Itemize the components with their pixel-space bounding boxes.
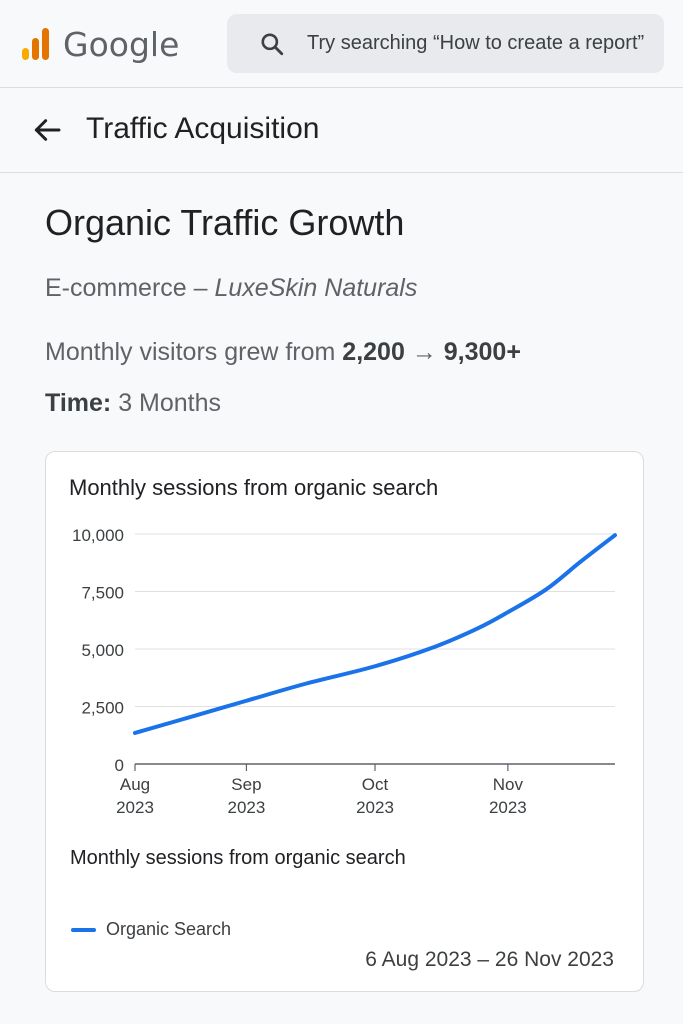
search-bar[interactable]: Try searching “How to create a report” [227,14,664,73]
search-icon [261,32,284,55]
time-summary: Time: 3 Months [45,389,221,418]
subtitle-brand: LuxeSkin Naturals [214,274,418,302]
arrow-back-icon[interactable] [31,114,63,146]
time-value: 3 Months [118,389,222,417]
time-label: Time: [45,389,112,417]
x-tick-label: 2023 [116,798,154,817]
logo-bar-tall [42,28,49,60]
y-tick-label: 0 [115,756,124,775]
x-tick-label: 2023 [228,798,266,817]
series-line-organic-search [133,533,617,735]
legend-item-organic-search[interactable]: Organic Search [71,919,231,940]
legend-label: Organic Search [106,919,232,939]
x-tick-label: Sep [231,775,261,794]
x-tick-label: Aug [120,775,150,794]
subtitle-prefix: E-commerce – [45,274,215,302]
date-range[interactable]: 6 Aug 2023 – 26 Nov 2023 [365,948,614,971]
growth-arrow: → [411,338,437,366]
y-tick-label: 7,500 [81,584,124,603]
growth-from: 2,200 [342,338,405,366]
brand-name: Google [63,24,180,64]
analytics-logo-icon [22,28,49,60]
page-title: Traffic Acquisition [86,112,320,145]
logo-bar-short [22,48,29,60]
growth-to: 9,300+ [443,338,521,366]
x-tick-label: Oct [362,775,389,794]
y-tick-label: 10,000 [72,526,124,545]
growth-summary: Monthly visitors grew from 2,200 → 9,300… [45,338,521,367]
x-tick-label: Nov [493,775,524,794]
legend-title: Monthly sessions from organic search [70,847,406,869]
logo-bar-medium [32,38,39,60]
x-tick-label: 2023 [489,798,527,817]
google-analytics-logo[interactable]: Google [22,24,180,64]
chart-title: Monthly sessions from organic search [69,475,439,500]
chart-card: Monthly sessions from organic search 0 2,… [45,451,644,992]
top-bar: Google Try searching “How to create a re… [0,0,683,88]
report-heading: Organic Traffic Growth [45,202,405,243]
y-tick-label: 5,000 [81,641,124,660]
growth-prefix: Monthly visitors grew from [45,338,343,366]
line-chart[interactable]: 0 2,500 5,000 7,500 10,000 Aug 2023 Sep 2023 Oct 2… [46,452,645,832]
search-placeholder: Try searching “How to create a report” [307,32,645,54]
report-subtitle: E-commerce – LuxeSkin Naturals [45,274,417,303]
page-header: Traffic Acquisition [0,88,683,173]
y-tick-label: 2,500 [81,699,124,718]
x-tick-label: 2023 [356,798,394,817]
legend-swatch [71,927,96,932]
